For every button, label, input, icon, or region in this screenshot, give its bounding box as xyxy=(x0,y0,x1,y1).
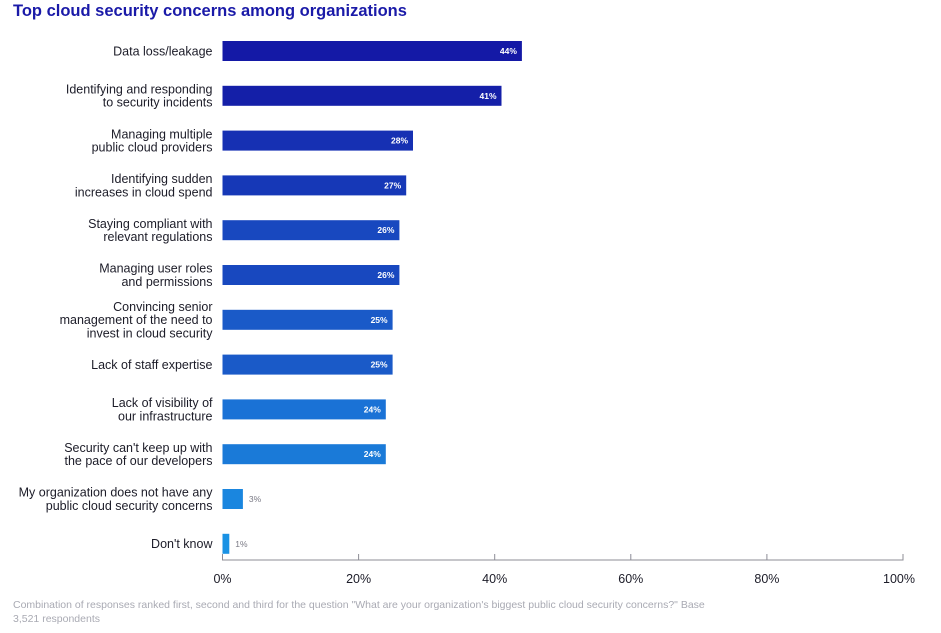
bar-8 xyxy=(222,354,393,375)
value-label-6: 26% xyxy=(377,270,394,280)
category-label-2: Identifying and responding to security in… xyxy=(66,83,213,110)
bar-4 xyxy=(222,175,407,196)
category-label-7: Convincing senior management of the need … xyxy=(60,300,214,340)
x-tick-label-20: 20% xyxy=(346,572,371,586)
chart-title: Top cloud security concerns among organi… xyxy=(13,2,407,20)
x-tick-label-0: 0% xyxy=(213,572,231,586)
chart-footnote: Combination of responses ranked first, s… xyxy=(13,599,705,625)
bar-5 xyxy=(222,220,400,241)
category-label-8: Lack of staff expertise xyxy=(91,358,212,372)
x-tick-label-100: 100% xyxy=(883,572,915,586)
bar-9 xyxy=(222,399,386,420)
bar-6 xyxy=(222,265,400,285)
category-label-12: Don't know xyxy=(151,537,213,551)
bars-group: Data loss/leakage 44% Identifying and resp… xyxy=(19,41,522,554)
x-tick-label-60: 60% xyxy=(618,572,643,586)
category-label-10: Security can't keep up with the pace of o… xyxy=(64,441,212,468)
value-label-2: 41% xyxy=(479,91,496,101)
bar-3 xyxy=(222,130,413,151)
category-label-3: Managing multiple public cloud providers xyxy=(92,127,213,154)
value-label-4: 27% xyxy=(384,180,401,190)
value-label-9: 24% xyxy=(364,404,381,414)
x-axis: 0% 20% 40% 60% 80% 100% xyxy=(213,554,915,586)
category-label-4: Identifying sudden increases in cloud spe… xyxy=(75,172,213,199)
bar-10 xyxy=(222,444,386,465)
bar-7 xyxy=(222,309,393,330)
x-tick-label-40: 40% xyxy=(482,572,507,586)
bar-11 xyxy=(222,489,243,509)
bar-2 xyxy=(222,85,502,106)
value-label-10: 24% xyxy=(364,449,381,459)
value-label-11: 3% xyxy=(249,494,262,504)
category-label-5: Staying compliant with relevant regulatio… xyxy=(88,217,212,244)
category-label-11: My organization does not have any public … xyxy=(19,486,214,513)
value-label-12: 1% xyxy=(235,539,248,549)
value-label-8: 25% xyxy=(371,360,388,370)
value-label-5: 26% xyxy=(377,225,394,235)
value-label-7: 25% xyxy=(371,315,388,325)
category-label-1: Data loss/leakage xyxy=(113,44,212,58)
category-label-6: Managing user roles and permissions xyxy=(99,262,212,289)
value-label-3: 28% xyxy=(391,136,408,146)
bar-1 xyxy=(222,41,522,61)
x-tick-label-80: 80% xyxy=(754,572,779,586)
bar-12 xyxy=(222,533,230,554)
category-label-9: Lack of visibility of our infrastructure xyxy=(112,396,213,423)
value-label-1: 44% xyxy=(500,46,517,56)
